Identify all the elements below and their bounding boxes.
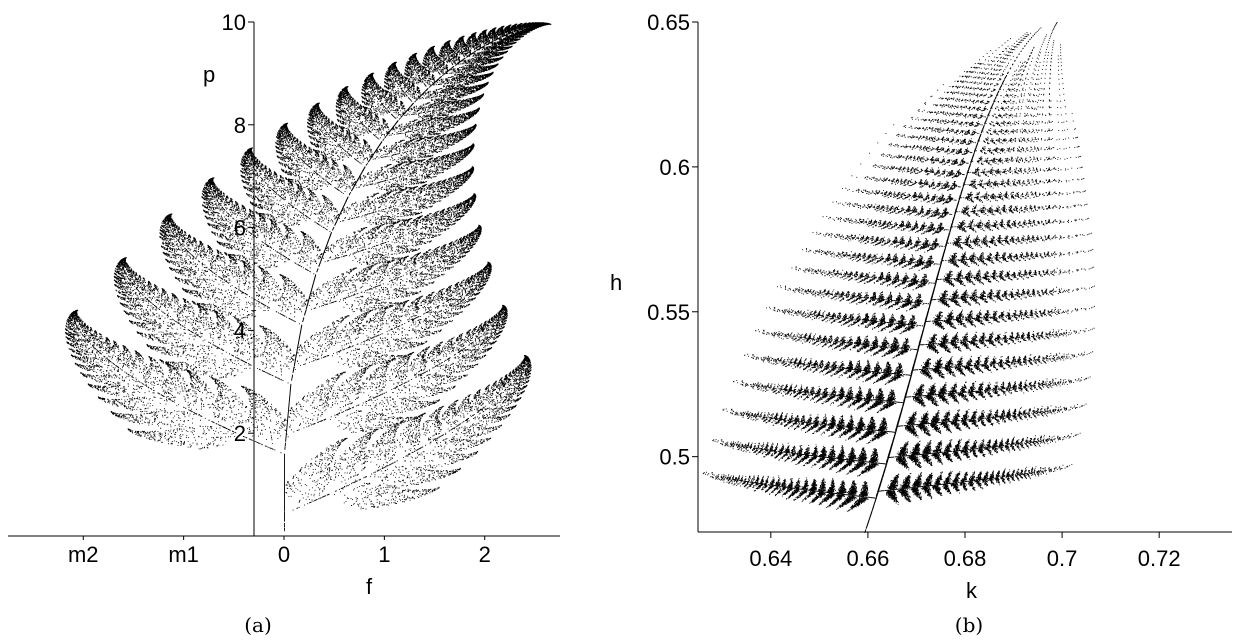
x-tick-label: 0.64 bbox=[749, 546, 792, 571]
panel-a-y-ticks: 2 4 6 8 10 bbox=[222, 10, 254, 446]
panel-b-fern-points bbox=[702, 22, 1095, 533]
x-tick-label: 0 bbox=[278, 542, 290, 567]
y-tick-label: 0.5 bbox=[659, 445, 690, 470]
panel-b-x-axis-label: k bbox=[966, 578, 978, 603]
panel-b-chart: 0.64 0.66 0.68 0.7 0.72 0.5 0.55 0.6 0.65 h k (… bbox=[610, 10, 1232, 637]
panel-b-caption: (b) bbox=[955, 613, 983, 637]
panel-b-y-ticks: 0.5 0.55 0.6 0.65 bbox=[647, 10, 698, 470]
y-tick-label: 0.6 bbox=[659, 155, 690, 180]
x-tick-label: 0.72 bbox=[1138, 546, 1181, 571]
y-tick-label: 2 bbox=[234, 421, 246, 446]
fern-point-cloud bbox=[702, 22, 1095, 533]
x-tick-label: 0.7 bbox=[1047, 546, 1078, 571]
x-tick-label: 1 bbox=[378, 542, 390, 567]
panel-a-caption: (a) bbox=[244, 613, 272, 637]
panel-a-x-ticks: m2 m1 0 1 2 bbox=[68, 536, 491, 567]
panel-a-fern-points bbox=[65, 22, 552, 532]
panel-a-x-axis-label: f bbox=[366, 574, 373, 599]
x-tick-label: 2 bbox=[479, 542, 491, 567]
y-tick-label: 10 bbox=[222, 10, 246, 35]
x-tick-label: 0.66 bbox=[846, 546, 889, 571]
x-tick-label: m1 bbox=[168, 542, 199, 567]
y-tick-label: 4 bbox=[234, 318, 246, 343]
y-tick-label: 0.65 bbox=[647, 10, 690, 35]
x-tick-label: m2 bbox=[68, 542, 99, 567]
fern-point-cloud bbox=[65, 22, 552, 532]
y-tick-label: 8 bbox=[234, 113, 246, 138]
y-tick-label: 6 bbox=[234, 216, 246, 241]
x-tick-label: 0.68 bbox=[944, 546, 987, 571]
panel-a-chart: m2 m1 0 1 2 2 4 6 8 10 p f (a) bbox=[8, 10, 560, 637]
panel-b-x-ticks: 0.64 0.66 0.68 0.7 0.72 bbox=[749, 532, 1181, 571]
panel-a-y-axis-label: p bbox=[203, 62, 215, 87]
panel-b-y-axis-label: h bbox=[610, 270, 622, 295]
y-tick-label: 0.55 bbox=[647, 300, 690, 325]
